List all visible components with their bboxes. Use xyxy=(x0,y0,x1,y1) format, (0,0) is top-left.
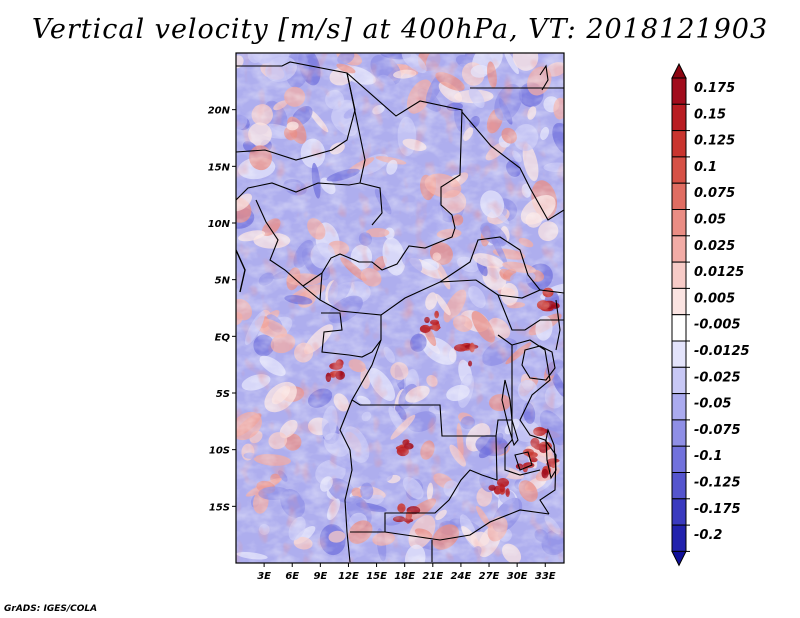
colorbar-label: -0.0125 xyxy=(694,344,750,359)
colorbar-swatch xyxy=(671,77,687,105)
colorbar-label: 0.025 xyxy=(694,239,735,254)
colorbar-top-triangle xyxy=(671,62,687,79)
colorbar-swatch xyxy=(671,419,687,447)
border-line xyxy=(236,61,463,287)
map-title: Vertical velocity [m/s] at 400hPa, VT: 2… xyxy=(31,14,769,45)
lake-malawi-outline xyxy=(545,428,557,480)
colorbar-swatch xyxy=(671,472,687,500)
colorbar-label: 0.005 xyxy=(694,291,735,306)
lat-tick-label: EQ xyxy=(215,332,231,343)
colorbar-swatch xyxy=(671,103,687,132)
colorbar-label: 0.175 xyxy=(694,81,735,96)
colorbar-swatch xyxy=(671,366,687,395)
border-line xyxy=(321,312,350,356)
colorbar-label: 0.125 xyxy=(694,134,735,149)
lon-tick-label: 27E xyxy=(479,571,500,582)
lon-tick-label: 6E xyxy=(285,571,299,582)
border-line xyxy=(461,110,564,221)
grads-credit: GrADS: IGES/COLA xyxy=(4,604,98,614)
colorbar-label: 0.0125 xyxy=(694,265,744,280)
country-borders xyxy=(236,61,564,563)
lat-tick-label: 5S xyxy=(216,389,230,400)
lon-tick-label: 24E xyxy=(451,571,472,582)
colorbar-label: -0.005 xyxy=(694,318,741,333)
lat-tick-label: 15N xyxy=(208,162,231,173)
colorbar-label: 0.15 xyxy=(694,107,726,122)
colorbar-swatch xyxy=(671,209,687,237)
border-line xyxy=(302,285,321,301)
colorbar-bottom-triangle xyxy=(671,550,687,567)
colorbar-label: -0.1 xyxy=(694,449,722,464)
lake-victoria-outline xyxy=(521,345,556,381)
colorbar-swatch xyxy=(671,393,687,421)
map-frame xyxy=(235,52,565,564)
border-line xyxy=(511,339,557,515)
border-line xyxy=(380,279,564,316)
border-line xyxy=(236,72,356,161)
latitude-axis: 20N 15N 10N 5N EQ 5S 10S 15S xyxy=(208,106,236,513)
colorbar-swatch xyxy=(671,156,687,184)
colorbar-label: 0.075 xyxy=(694,186,735,201)
border-line xyxy=(319,272,382,358)
lat-tick-label: 5N xyxy=(215,276,231,287)
lon-tick-label: 30E xyxy=(507,571,528,582)
border-line xyxy=(497,294,564,331)
colorbar-label: -0.125 xyxy=(694,476,741,491)
colorbar-label: -0.05 xyxy=(694,397,731,412)
border-line xyxy=(236,182,361,201)
lon-tick-label: 9E xyxy=(313,571,327,582)
colorbar-swatch xyxy=(671,498,687,526)
colorbar-swatch xyxy=(671,314,687,342)
colorbar-label: 0.1 xyxy=(694,160,717,175)
coastline-detail xyxy=(555,299,561,351)
lat-tick-label: 10N xyxy=(208,219,231,230)
colorbar-label: -0.025 xyxy=(694,370,741,385)
lat-tick-label: 10S xyxy=(209,446,230,457)
colorbar: 0.175 0.15 0.125 0.1 0.075 0.05 0.025 0.0125 0.0… xyxy=(671,62,750,567)
border-line xyxy=(236,249,246,293)
colorbar-swatch xyxy=(671,261,687,289)
colorbar-label: -0.075 xyxy=(694,423,741,438)
colorbar-swatch xyxy=(671,130,687,158)
lake-tanganyika-outline xyxy=(501,379,519,447)
colorbar-label: -0.175 xyxy=(694,502,741,517)
lat-tick-label: 20N xyxy=(208,106,231,117)
border-line xyxy=(339,399,353,563)
border-line xyxy=(350,435,498,533)
lon-tick-label: 3E xyxy=(257,571,271,582)
border-line xyxy=(439,236,541,291)
lon-tick-label: 15E xyxy=(366,571,387,582)
field-texture-white xyxy=(236,53,564,563)
velocity-field xyxy=(236,53,564,563)
lake-outline xyxy=(514,451,533,471)
lon-tick-label: 33E xyxy=(535,571,556,582)
border-line xyxy=(351,334,513,437)
colorbar-swatch xyxy=(671,235,687,263)
colorbar-swatch xyxy=(671,340,687,368)
border-line xyxy=(346,72,383,226)
lat-tick-label: 15S xyxy=(209,502,230,513)
border-line xyxy=(255,199,304,287)
colorbar-label: -0.2 xyxy=(694,528,722,543)
lon-tick-label: 12E xyxy=(338,571,359,582)
lon-tick-label: 18E xyxy=(394,571,415,582)
colorbar-swatch xyxy=(671,445,687,474)
colorbar-swatch xyxy=(671,182,687,210)
border-line xyxy=(384,509,550,541)
colorbar-label: 0.05 xyxy=(694,213,726,228)
longitude-axis: 3E 6E 9E 12E 15E 18E 21E 24E 27E 30E 33E xyxy=(257,563,556,582)
coastline-detail xyxy=(539,64,549,91)
colorbar-swatch xyxy=(671,287,687,316)
lon-tick-label: 21E xyxy=(422,571,443,582)
colorbar-swatch xyxy=(671,524,687,552)
